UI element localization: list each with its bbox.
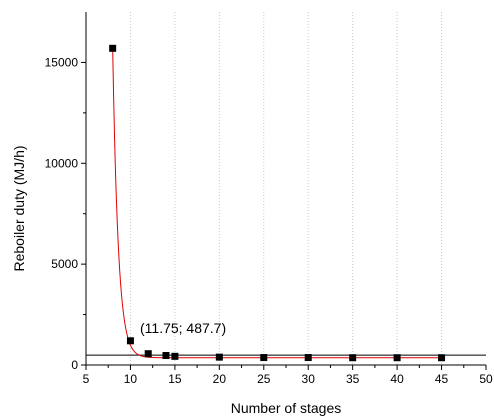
axes bbox=[85, 12, 486, 366]
x-tick-label-30: 30 bbox=[302, 372, 316, 386]
data-point bbox=[144, 350, 152, 358]
x-tick-label-5: 5 bbox=[83, 372, 90, 386]
x-axis-label: Number of stages bbox=[231, 400, 342, 416]
x-tick-label-45: 45 bbox=[435, 372, 449, 386]
x-tick-label-20: 20 bbox=[213, 372, 227, 386]
y-tick-label-10000: 10000 bbox=[45, 156, 79, 170]
annotation-label: (11.75; 487.7) bbox=[140, 320, 226, 336]
data-point bbox=[171, 352, 179, 360]
data-point bbox=[438, 354, 446, 362]
x-tick-label-10: 10 bbox=[124, 372, 138, 386]
data-point bbox=[304, 354, 312, 362]
data-point bbox=[215, 353, 223, 361]
x-tick-label-50: 50 bbox=[479, 372, 493, 386]
data-point bbox=[126, 337, 134, 345]
data-point bbox=[162, 352, 170, 360]
x-tick-label-15: 15 bbox=[168, 372, 182, 386]
y-tick-label-5000: 5000 bbox=[51, 257, 78, 271]
grid bbox=[129, 12, 443, 365]
fit-curve bbox=[112, 48, 441, 359]
data-point bbox=[260, 354, 268, 362]
x-tick-label-35: 35 bbox=[346, 372, 360, 386]
y-tick-label-0: 0 bbox=[71, 358, 78, 372]
x-tick-label-25: 25 bbox=[257, 372, 271, 386]
y-axis-label: Reboiler duty (MJ/h) bbox=[11, 145, 27, 271]
fit-curve-line bbox=[112, 48, 441, 359]
x-tick-label-40: 40 bbox=[390, 372, 404, 386]
data-point bbox=[393, 354, 401, 362]
data-points bbox=[109, 44, 446, 362]
data-point bbox=[349, 354, 357, 362]
y-tick-label-15000: 15000 bbox=[45, 55, 79, 69]
data-point bbox=[109, 44, 117, 52]
ticks: 5 10 15 20 25 30 35 40 45 50 0 5000 10000 15000 bbox=[45, 55, 493, 386]
